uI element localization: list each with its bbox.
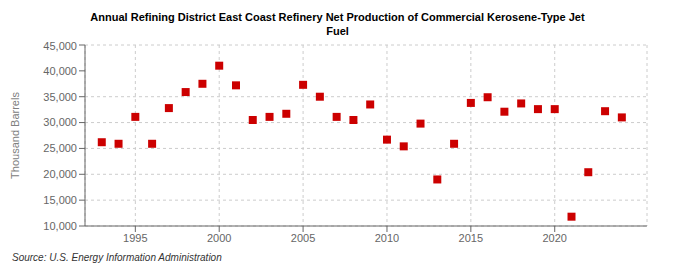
html-text:Annual Refining District East: Annual Refining District East Coast Refi… [90, 11, 585, 37]
svg-text:2005: 2005 [291, 232, 315, 244]
svg-text:Thousand Barrels: Thousand Barrels [9, 92, 21, 179]
svg-text:25,000: 25,000 [43, 142, 77, 154]
svg-text:2015: 2015 [459, 232, 483, 244]
svg-text:35,000: 35,000 [43, 91, 77, 103]
html-text:Source: U.S. Energy Informatio: Source: U.S. Energy Information Administ… [12, 252, 222, 263]
svg-text:15,000: 15,000 [43, 194, 77, 206]
svg-text:2010: 2010 [375, 232, 399, 244]
svg-text:10,000: 10,000 [43, 220, 77, 232]
svg-text:30,000: 30,000 [43, 116, 77, 128]
svg-text:20,000: 20,000 [43, 168, 77, 180]
svg-text:45,000: 45,000 [43, 40, 77, 52]
svg-text:40,000: 40,000 [43, 65, 77, 77]
svg-text:1995: 1995 [123, 232, 147, 244]
svg-text:2000: 2000 [207, 232, 231, 244]
svg-text:2020: 2020 [542, 232, 566, 244]
